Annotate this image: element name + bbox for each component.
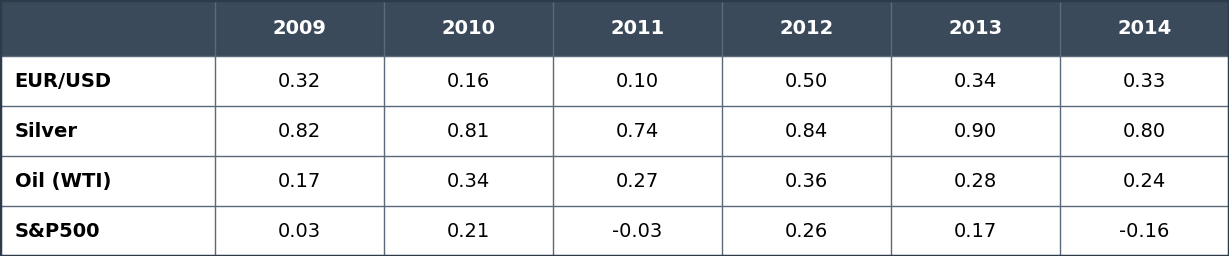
Text: 0.50: 0.50 — [785, 72, 828, 91]
Text: 0.32: 0.32 — [278, 72, 321, 91]
Text: 0.82: 0.82 — [278, 122, 321, 141]
Bar — [891, 106, 1059, 156]
Text: 0.03: 0.03 — [278, 221, 321, 241]
Bar — [1059, 106, 1229, 156]
Bar — [1059, 156, 1229, 206]
Text: 2009: 2009 — [273, 19, 327, 38]
Text: EUR/USD: EUR/USD — [15, 72, 112, 91]
Text: 0.33: 0.33 — [1123, 72, 1166, 91]
Bar — [0, 206, 215, 256]
Text: 0.34: 0.34 — [954, 72, 997, 91]
Bar — [723, 106, 891, 156]
Text: 2010: 2010 — [441, 19, 495, 38]
Bar — [553, 156, 723, 206]
Text: 0.21: 0.21 — [447, 221, 490, 241]
Bar — [553, 106, 723, 156]
Bar — [215, 0, 383, 56]
Bar — [215, 156, 383, 206]
Text: S&P500: S&P500 — [15, 221, 101, 241]
Text: 0.28: 0.28 — [954, 172, 997, 191]
Bar — [0, 156, 215, 206]
Bar — [891, 156, 1059, 206]
Text: 0.80: 0.80 — [1123, 122, 1166, 141]
Text: 2013: 2013 — [949, 19, 1003, 38]
Text: 0.36: 0.36 — [785, 172, 828, 191]
Bar — [383, 0, 553, 56]
Bar — [891, 0, 1059, 56]
Text: 0.24: 0.24 — [1123, 172, 1166, 191]
Text: 0.16: 0.16 — [447, 72, 490, 91]
Text: -0.16: -0.16 — [1120, 221, 1170, 241]
Text: 0.74: 0.74 — [616, 122, 659, 141]
Bar — [1059, 56, 1229, 106]
Text: 0.17: 0.17 — [954, 221, 997, 241]
Bar — [215, 206, 383, 256]
Text: 0.84: 0.84 — [785, 122, 828, 141]
Bar — [215, 56, 383, 106]
Bar — [553, 206, 723, 256]
Bar — [723, 0, 891, 56]
Bar — [0, 106, 215, 156]
Text: 0.34: 0.34 — [447, 172, 490, 191]
Bar — [215, 106, 383, 156]
Bar — [891, 206, 1059, 256]
Text: 0.26: 0.26 — [785, 221, 828, 241]
Bar — [383, 156, 553, 206]
Text: 0.81: 0.81 — [447, 122, 490, 141]
Text: -0.03: -0.03 — [612, 221, 662, 241]
Text: 2011: 2011 — [611, 19, 665, 38]
Bar — [383, 56, 553, 106]
Bar — [723, 56, 891, 106]
Bar — [383, 206, 553, 256]
Text: 0.90: 0.90 — [954, 122, 997, 141]
Text: 0.17: 0.17 — [278, 172, 321, 191]
Bar — [553, 56, 723, 106]
Text: 2012: 2012 — [779, 19, 833, 38]
Bar — [1059, 0, 1229, 56]
Text: 0.27: 0.27 — [616, 172, 659, 191]
Bar — [0, 0, 215, 56]
Bar — [0, 56, 215, 106]
Bar — [553, 0, 723, 56]
Bar — [383, 106, 553, 156]
Bar — [723, 206, 891, 256]
Text: Oil (WTI): Oil (WTI) — [15, 172, 111, 191]
Text: 2014: 2014 — [1117, 19, 1171, 38]
Text: Silver: Silver — [15, 122, 77, 141]
Bar — [891, 56, 1059, 106]
Text: 0.10: 0.10 — [616, 72, 659, 91]
Bar — [1059, 206, 1229, 256]
Bar — [723, 156, 891, 206]
